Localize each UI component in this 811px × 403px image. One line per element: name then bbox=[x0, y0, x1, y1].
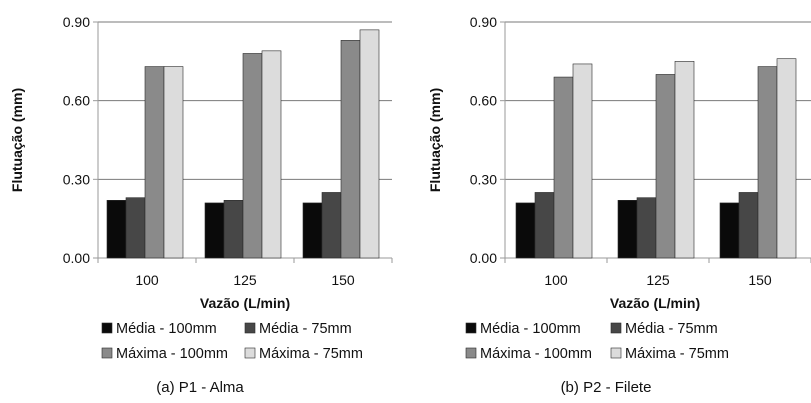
bar-4-125 bbox=[674, 61, 695, 259]
bar-2-125 bbox=[636, 197, 657, 259]
legend-label: Média - 75mm bbox=[259, 321, 352, 337]
y-tick-label: 0.00 bbox=[470, 250, 497, 266]
x-tick-label: 150 bbox=[748, 272, 772, 288]
x-axis-title: Vazão (L/min) bbox=[200, 295, 290, 311]
legend-swatch bbox=[610, 322, 622, 334]
legend-label: Média - 100mm bbox=[116, 321, 217, 337]
legend-swatch bbox=[101, 322, 113, 334]
legend-swatch bbox=[244, 322, 256, 334]
legend-label: Máxima - 100mm bbox=[116, 346, 228, 362]
bar-2-100 bbox=[534, 192, 555, 259]
x-tick-label: 125 bbox=[233, 272, 257, 288]
legend-label: Média - 100mm bbox=[480, 321, 581, 337]
bar-2-150 bbox=[738, 192, 759, 259]
legend-label: Máxima - 75mm bbox=[625, 346, 729, 362]
bar-1-125 bbox=[617, 200, 638, 259]
x-tick-label: 100 bbox=[544, 272, 568, 288]
bar-3-125 bbox=[655, 74, 676, 259]
bar-2-100 bbox=[125, 197, 146, 259]
x-tick-label: 125 bbox=[646, 272, 670, 288]
legend-swatch bbox=[610, 347, 622, 359]
x-axis-title: Vazão (L/min) bbox=[610, 295, 700, 311]
chart-panel-b: 0.00 0.30 0.60 0.90 100 125 150 Vazão (L/min) Fl… bbox=[427, 14, 811, 396]
chart-caption: (a) P1 - Alma bbox=[156, 379, 244, 396]
bar-3-150 bbox=[757, 66, 778, 259]
legend-swatch bbox=[465, 322, 477, 334]
bar-4-125 bbox=[261, 50, 282, 259]
x-tick-label: 150 bbox=[331, 272, 355, 288]
chart-panel-a: 0.00 0.30 0.60 0.90 100 125 150 Vazão (L/min) Fl… bbox=[9, 14, 393, 396]
legend-label: Máxima - 75mm bbox=[259, 346, 363, 362]
legend-swatch bbox=[101, 347, 113, 359]
bar-4-100 bbox=[163, 66, 184, 259]
x-tick-label: 100 bbox=[135, 272, 159, 288]
y-tick-label: 0.00 bbox=[63, 250, 90, 266]
legend-label: Média - 75mm bbox=[625, 321, 718, 337]
bar-1-100 bbox=[106, 200, 127, 259]
bar-4-150 bbox=[776, 58, 797, 259]
y-tick-label: 0.60 bbox=[470, 93, 497, 109]
y-axis-title: Flutuação (mm) bbox=[427, 88, 443, 192]
y-axis-title: Flutuação (mm) bbox=[9, 88, 25, 192]
legend-label: Máxima - 100mm bbox=[480, 346, 592, 362]
legend-swatch bbox=[465, 347, 477, 359]
legend-swatch bbox=[244, 347, 256, 359]
bar-3-125 bbox=[242, 53, 263, 259]
y-tick-label: 0.90 bbox=[63, 14, 90, 30]
bar-3-150 bbox=[340, 40, 361, 259]
bar-4-100 bbox=[572, 63, 593, 259]
bar-1-150 bbox=[302, 202, 323, 259]
bar-1-150 bbox=[719, 202, 740, 259]
y-tick-label: 0.30 bbox=[470, 171, 497, 187]
bar-4-150 bbox=[359, 29, 380, 259]
bar-1-100 bbox=[515, 202, 536, 259]
bar-2-125 bbox=[223, 200, 244, 259]
bar-3-100 bbox=[144, 66, 165, 259]
y-tick-label: 0.60 bbox=[63, 93, 90, 109]
bar-1-125 bbox=[204, 202, 225, 259]
y-tick-label: 0.90 bbox=[470, 14, 497, 30]
chart-caption: (b) P2 - Filete bbox=[561, 379, 652, 396]
bar-3-100 bbox=[553, 76, 574, 259]
bar-2-150 bbox=[321, 192, 342, 259]
y-tick-label: 0.30 bbox=[63, 171, 90, 187]
